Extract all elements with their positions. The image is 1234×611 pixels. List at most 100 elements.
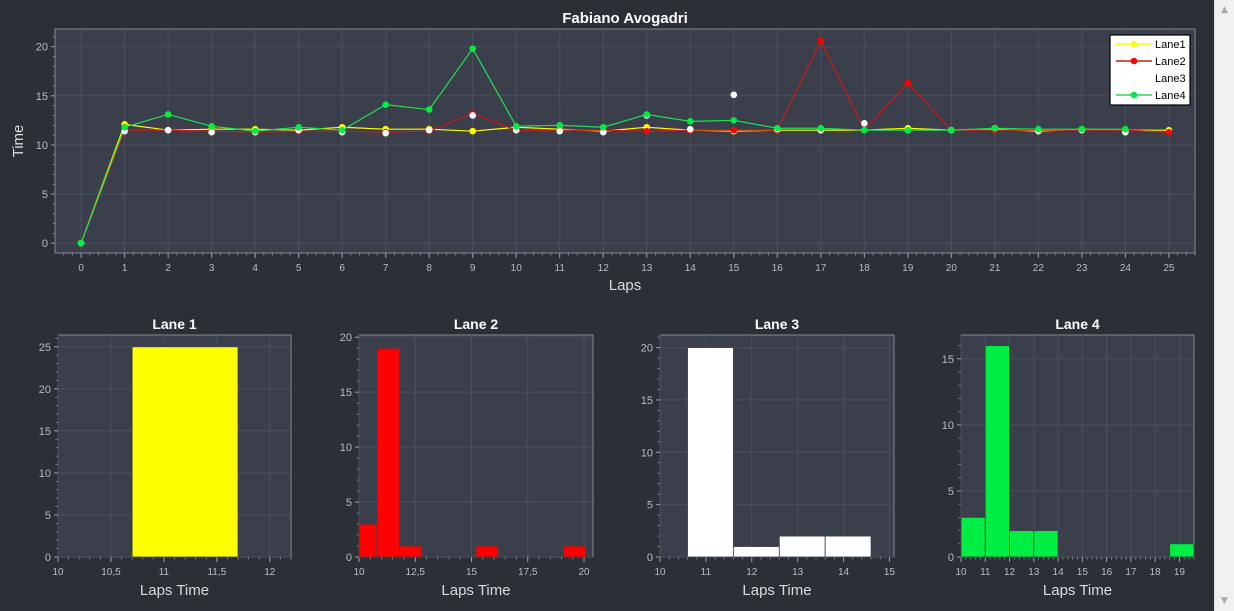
x-tick-label: 18 <box>859 263 871 274</box>
y-tick-label: 10 <box>340 442 352 454</box>
x-tick-label: 0 <box>78 263 84 274</box>
x-tick-label: 13 <box>1028 567 1040 578</box>
histogram-bar <box>824 535 872 558</box>
y-tick-label: 10 <box>36 140 48 152</box>
data-point <box>77 239 85 247</box>
data-point <box>425 106 433 113</box>
data-point <box>382 101 389 108</box>
data-point <box>643 127 651 135</box>
chart-title: Lane 2 <box>454 316 499 332</box>
x-tick-label: 17 <box>815 263 827 274</box>
x-tick-label: 10 <box>52 567 64 578</box>
x-tick-label: 10 <box>955 567 967 578</box>
histogram-bar <box>358 523 378 558</box>
y-tick-label: 15 <box>36 91 48 103</box>
x-axis-label: Laps Time <box>441 582 510 599</box>
x-tick-label: 11 <box>980 567 991 578</box>
x-tick-label: 8 <box>426 263 432 274</box>
x-tick-label: 7 <box>383 263 389 274</box>
x-tick-label: 19 <box>902 263 914 274</box>
y-tick-label: 0 <box>42 238 48 250</box>
x-tick-label: 2 <box>165 263 171 274</box>
x-tick-label: 10,5 <box>101 567 121 578</box>
chart-title: Lane 4 <box>1055 316 1100 332</box>
data-point <box>861 126 868 134</box>
x-axis-label: Laps Time <box>140 582 209 599</box>
x-tick-label: 16 <box>772 263 784 274</box>
y-tick-label: 25 <box>39 342 51 354</box>
x-tick-label: 15 <box>884 567 896 578</box>
data-point <box>861 120 868 127</box>
y-tick-label: 5 <box>948 486 954 498</box>
scroll-up-icon[interactable]: ▲ <box>1221 5 1228 15</box>
data-point <box>904 79 912 87</box>
x-tick-label: 11,5 <box>207 567 226 578</box>
x-tick-label: 15 <box>1077 567 1089 578</box>
legend: Lane1 Lane2 Lane3 Lane4 <box>1109 34 1191 106</box>
data-point <box>295 123 302 131</box>
histogram-bar <box>1033 530 1059 558</box>
y-tick-label: 5 <box>346 497 352 509</box>
data-point <box>338 126 346 134</box>
x-tick-label: 20 <box>946 263 958 274</box>
x-tick-label: 5 <box>296 263 302 274</box>
x-tick-label: 10 <box>654 567 666 578</box>
x-tick-label: 14 <box>685 263 697 274</box>
histogram-bar <box>984 345 1010 558</box>
x-tick-label: 12,5 <box>406 567 426 578</box>
x-tick-label: 12 <box>598 263 610 274</box>
x-tick-label: 3 <box>209 263 215 274</box>
data-point <box>948 126 955 134</box>
x-tick-label: 4 <box>252 263 258 274</box>
data-point <box>469 127 477 135</box>
data-point <box>469 112 477 119</box>
y-tick-label: 20 <box>340 332 352 344</box>
vertical-scrollbar[interactable]: ▲ ▼ <box>1214 0 1234 611</box>
x-tick-label: 17 <box>1125 567 1137 578</box>
data-point <box>1165 128 1173 136</box>
x-tick-label: 10 <box>353 567 365 578</box>
data-point <box>686 125 694 133</box>
y-tick-label: 15 <box>942 354 954 366</box>
histogram-bar <box>1169 543 1195 558</box>
data-point <box>208 122 215 130</box>
y-tick-label: 15 <box>340 387 352 399</box>
histogram-bar <box>960 516 986 558</box>
x-tick-label: 11 <box>159 567 170 578</box>
data-point <box>512 122 520 130</box>
y-tick-label: 20 <box>39 384 51 396</box>
x-tick-label: 11 <box>701 567 712 578</box>
data-point <box>730 91 738 99</box>
x-tick-label: 22 <box>1033 263 1045 274</box>
histogram-bar <box>131 346 239 558</box>
histogram-bar <box>399 545 423 558</box>
data-point <box>1078 125 1086 133</box>
series-line-lane2 <box>80 39 1169 244</box>
histogram-bar <box>778 535 826 558</box>
data-point <box>730 117 738 124</box>
x-tick-label: 23 <box>1076 263 1088 274</box>
histogram-bar <box>1009 530 1035 558</box>
x-tick-label: 24 <box>1120 263 1132 274</box>
y-tick-label: 10 <box>942 420 954 432</box>
data-point <box>1035 125 1042 133</box>
chart-title: Lane 3 <box>755 316 800 332</box>
x-tick-label: 10 <box>511 263 523 274</box>
chart-title: Lane 1 <box>152 316 197 332</box>
x-tick-label: 14 <box>838 567 850 578</box>
plot-area <box>54 28 1196 254</box>
data-point <box>991 124 999 132</box>
histogram-bar <box>733 546 780 558</box>
x-tick-label: 1 <box>122 263 128 274</box>
data-point <box>817 37 825 45</box>
data-point <box>1122 125 1129 133</box>
data-point <box>599 123 607 131</box>
x-tick-label: 18 <box>1150 567 1162 578</box>
histogram-bar <box>475 545 499 558</box>
scroll-down-icon[interactable]: ▼ <box>1221 596 1228 606</box>
chart-2: 0 5 10 15 20 10 12,5 15 17,5 20 Lane 2 Laps Time <box>340 316 594 599</box>
data-point <box>469 45 477 52</box>
x-tick-label: 16 <box>1101 567 1113 578</box>
